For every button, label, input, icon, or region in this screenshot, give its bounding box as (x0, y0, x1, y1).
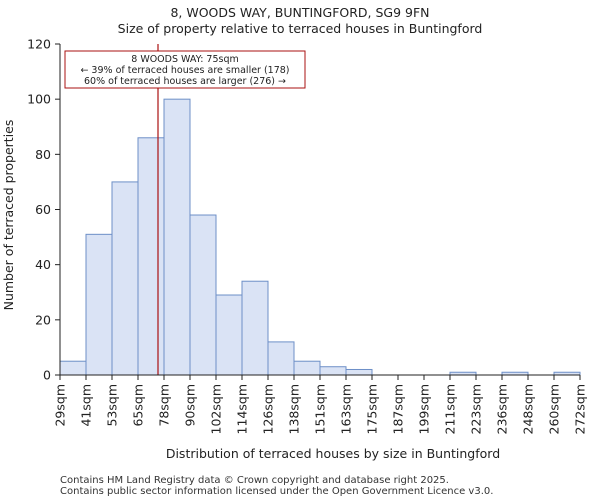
annotation-line: 8 WOODS WAY: 75sqm (131, 54, 239, 65)
histogram-bar (215, 294, 243, 376)
x-tick-label: 272sqm (573, 384, 588, 434)
y-tick-label: 20 (35, 312, 51, 327)
histogram-bar (111, 181, 139, 376)
x-tick-label: 199sqm (417, 384, 432, 434)
x-axis-title: Distribution of terraced houses by size … (166, 446, 500, 461)
x-tick-label: 187sqm (391, 384, 406, 434)
annotation-line: 60% of terraced houses are larger (276) … (84, 76, 286, 87)
footer-copyright: Contains HM Land Registry data © Crown c… (60, 475, 449, 486)
x-tick-label: 138sqm (287, 384, 302, 434)
x-tick-label: 211sqm (443, 384, 458, 434)
x-tick-label: 65sqm (131, 384, 146, 427)
property-marker: 8 WOODS WAY: 75sqm← 39% of terraced hous… (64, 44, 306, 375)
annotation-box (64, 50, 306, 89)
y-tick-label: 120 (27, 37, 51, 52)
histogram-bar (267, 341, 295, 376)
histogram-bar (319, 366, 347, 376)
y-axis-title: Number of terraced properties (1, 120, 16, 311)
x-tick-label: 41sqm (79, 384, 94, 427)
x-tick-label: 151sqm (313, 384, 328, 434)
histogram-bar (189, 214, 217, 376)
page-title: 8, WOODS WAY, BUNTINGFORD, SG9 9FN (170, 5, 430, 20)
x-tick-label: 114sqm (235, 384, 250, 434)
y-tick-label: 0 (43, 368, 51, 383)
histogram-bar (59, 360, 87, 376)
x-tick-label: 163sqm (339, 384, 354, 434)
footer-licence: Contains public sector information licen… (60, 486, 494, 497)
histogram-bar (293, 360, 321, 376)
x-tick-label: 260sqm (547, 384, 562, 434)
y-tick-label: 40 (35, 257, 51, 272)
x-tick-label: 126sqm (261, 384, 276, 434)
x-tick-label: 236sqm (495, 384, 510, 434)
x-tick-label: 175sqm (365, 384, 380, 434)
x-tick-label: 78sqm (157, 384, 172, 427)
x-tick-label: 223sqm (469, 384, 484, 434)
histogram-bar (85, 233, 113, 376)
histogram-bar (137, 137, 165, 376)
x-tick-labels: 29sqm 41sqm 53sqm 65sqm 78sqm 90sqm 102sqm 114s… (53, 375, 588, 434)
histogram-bar (345, 368, 373, 376)
bars (59, 98, 581, 376)
y-axis-ticks: 0 20 40 60 80 100 120 (27, 37, 60, 383)
x-tick-label: 90sqm (183, 384, 198, 427)
x-tick-label: 248sqm (521, 384, 536, 434)
y-tick-label: 100 (27, 92, 51, 107)
x-tick-label: 102sqm (209, 384, 224, 434)
histogram-bar (241, 280, 269, 376)
chart-subtitle: Size of property relative to terraced ho… (117, 21, 483, 36)
x-tick-label: 29sqm (53, 384, 68, 427)
annotation-line: ← 39% of terraced houses are smaller (17… (80, 65, 289, 76)
x-tick-label: 53sqm (105, 384, 120, 427)
histogram-bar (163, 98, 191, 376)
y-tick-label: 60 (35, 202, 51, 217)
y-tick-label: 80 (35, 147, 51, 162)
